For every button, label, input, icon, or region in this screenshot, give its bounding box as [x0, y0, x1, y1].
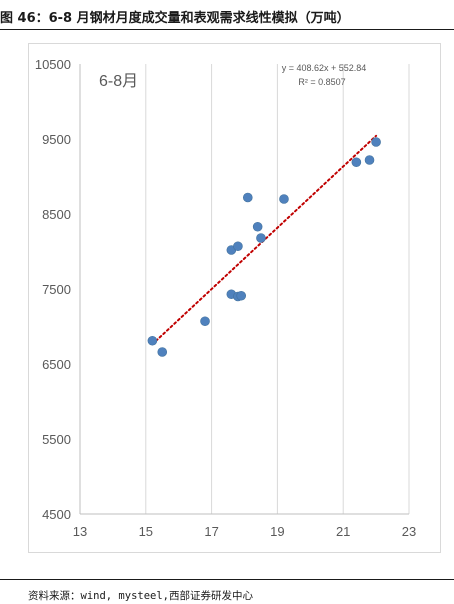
scatter-chart: 13 15 17 19 21 23 4500 5500 6500 7500 8500 9500 1050… [35, 57, 416, 539]
data-point [242, 192, 253, 203]
data-point [236, 290, 247, 301]
data-point [371, 137, 381, 147]
x-tick-label: 15 [139, 524, 153, 539]
y-tick-label: 5500 [42, 432, 71, 447]
data-point [233, 241, 243, 252]
x-tick-label: 21 [336, 524, 350, 539]
tick-labels: 13 15 17 19 21 23 4500 5500 6500 7500 8500 9500 1050… [35, 57, 416, 539]
data-point [252, 221, 263, 232]
data-point [279, 194, 289, 204]
data-points [147, 137, 381, 357]
grid-lines [145, 64, 410, 514]
y-tick-label: 8500 [42, 207, 71, 222]
x-tick-label: 17 [204, 524, 218, 539]
data-point [256, 233, 266, 243]
trend-equation: y = 408.62x + 552.84 [282, 63, 367, 73]
chart-frame: 13 15 17 19 21 23 4500 5500 6500 7500 8500 9500 1050… [28, 43, 441, 553]
x-tick-label: 13 [73, 524, 87, 539]
data-point [351, 157, 362, 168]
bottom-divider [0, 579, 454, 580]
y-tick-label: 9500 [42, 132, 71, 147]
figure-title: 图 46：6-8 月钢材月度成交量和表观需求线性模拟（万吨） [0, 11, 350, 26]
x-tick-label: 23 [402, 524, 416, 539]
y-tick-label: 10500 [35, 57, 71, 72]
y-tick-label: 6500 [42, 357, 71, 372]
data-point [157, 347, 168, 357]
y-tick-label: 4500 [42, 507, 71, 522]
axes [79, 64, 409, 515]
r-squared: R² = 0.8507 [298, 77, 345, 87]
y-tick-label: 7500 [42, 282, 71, 297]
data-point [364, 155, 375, 165]
data-point [200, 316, 210, 327]
x-tick-label: 19 [270, 524, 284, 539]
inset-label: 6-8月 [99, 73, 138, 90]
top-divider [0, 29, 454, 30]
source-note: 资料来源：wind, mysteel,西部证券研发中心 [28, 590, 254, 602]
data-point [147, 335, 158, 346]
